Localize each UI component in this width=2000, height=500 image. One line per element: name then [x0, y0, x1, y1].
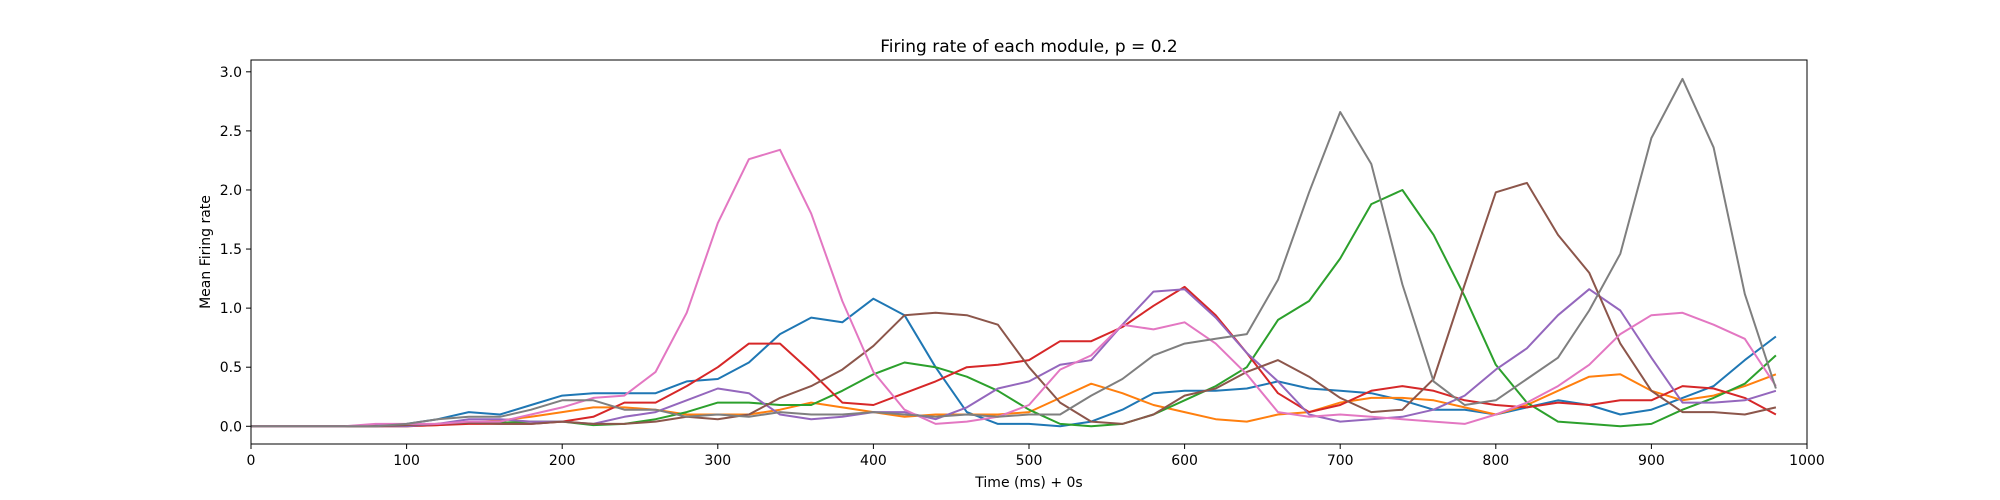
axes-frame: [250, 59, 1808, 445]
x-tick-label: 100: [393, 453, 420, 469]
y-tick-label: 2.0: [220, 183, 242, 199]
y-tick-label: 0.5: [220, 360, 242, 376]
x-tick-label: 900: [1638, 453, 1665, 469]
series-line-5: [251, 288, 1777, 428]
y-tick-label: 2.5: [220, 124, 242, 140]
series-line-3: [251, 189, 1777, 428]
y-tick-label: 1.0: [220, 301, 242, 317]
y-tick-label: 1.5: [220, 242, 242, 258]
y-tick-label: 0.0: [220, 419, 242, 435]
x-tick-label: 1000: [1789, 453, 1825, 469]
plot-area: [250, 59, 1808, 445]
x-tick-label: 700: [1327, 453, 1354, 469]
x-tick-label: 200: [549, 453, 576, 469]
series-line-6: [251, 181, 1777, 428]
series-layer: [251, 77, 1777, 428]
y-axis-ticks: 0.0 0.5 1.0 1.5 2.0 2.5 3.0: [220, 65, 251, 435]
x-tick-label: 400: [860, 453, 887, 469]
series-line-4: [251, 285, 1777, 428]
y-tick-label: 3.0: [220, 65, 242, 81]
x-tick-label: 300: [704, 453, 731, 469]
x-axis-label: Time (ms) + 0s: [974, 475, 1082, 491]
y-axis-label: Mean Firing rate: [198, 195, 214, 309]
x-tick-label: 800: [1482, 453, 1509, 469]
series-line-8: [251, 77, 1777, 428]
x-axis-ticks: 0 100 200 300 400 500 600 700 800 900 1000: [247, 444, 1825, 469]
x-tick-label: 500: [1016, 453, 1043, 469]
series-line-1: [251, 297, 1777, 428]
x-tick-label: 600: [1171, 453, 1198, 469]
series-line-7: [251, 148, 1777, 428]
chart-title: Firing rate of each module, p = 0.2: [880, 37, 1177, 57]
x-tick-label: 0: [247, 453, 256, 469]
